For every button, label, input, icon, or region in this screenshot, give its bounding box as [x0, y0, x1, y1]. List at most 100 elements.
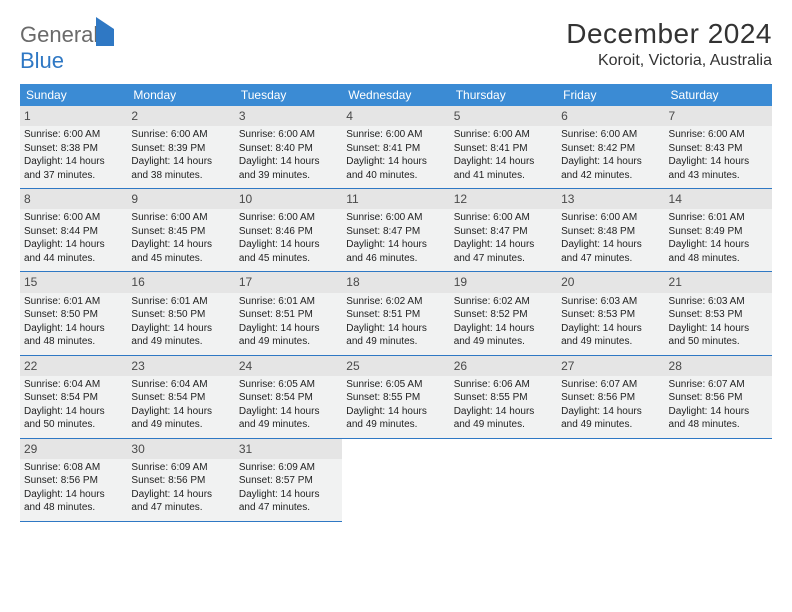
day-number: 7: [665, 106, 772, 126]
sunrise-text: Sunrise: 6:00 AM: [239, 211, 338, 225]
day-number: 12: [450, 189, 557, 209]
daylight-line1: Daylight: 14 hours: [454, 238, 553, 252]
title-block: December 2024 Koroit, Victoria, Australi…: [566, 18, 772, 70]
daylight-line2: and 50 minutes.: [669, 335, 768, 349]
day-number: 14: [665, 189, 772, 209]
sunset-text: Sunset: 8:53 PM: [561, 308, 660, 322]
sunset-text: Sunset: 8:56 PM: [24, 474, 123, 488]
sunset-text: Sunset: 8:47 PM: [454, 225, 553, 239]
header: General Blue December 2024 Koroit, Victo…: [20, 18, 772, 74]
day-number: 13: [557, 189, 664, 209]
daylight-line1: Daylight: 14 hours: [454, 155, 553, 169]
day-body: Sunrise: 6:00 AMSunset: 8:45 PMDaylight:…: [131, 211, 230, 265]
day-number: 22: [20, 356, 127, 376]
location: Koroit, Victoria, Australia: [566, 52, 772, 70]
daylight-line2: and 48 minutes.: [24, 501, 123, 515]
daylight-line2: and 49 minutes.: [131, 418, 230, 432]
daylight-line2: and 47 minutes.: [131, 501, 230, 515]
day-number: 28: [665, 356, 772, 376]
day-cell: 12Sunrise: 6:00 AMSunset: 8:47 PMDayligh…: [450, 189, 557, 272]
sunset-text: Sunset: 8:56 PM: [131, 474, 230, 488]
sunset-text: Sunset: 8:56 PM: [669, 391, 768, 405]
daylight-line2: and 49 minutes.: [239, 418, 338, 432]
dow-saturday: Saturday: [665, 84, 772, 106]
day-cell: 3Sunrise: 6:00 AMSunset: 8:40 PMDaylight…: [235, 106, 342, 189]
daylight-line2: and 47 minutes.: [561, 252, 660, 266]
day-body: Sunrise: 6:00 AMSunset: 8:44 PMDaylight:…: [24, 211, 123, 265]
sunset-text: Sunset: 8:56 PM: [561, 391, 660, 405]
day-body: Sunrise: 6:00 AMSunset: 8:43 PMDaylight:…: [669, 128, 768, 182]
day-body: Sunrise: 6:01 AMSunset: 8:50 PMDaylight:…: [131, 295, 230, 349]
sunrise-text: Sunrise: 6:00 AM: [346, 128, 445, 142]
sunrise-text: Sunrise: 6:07 AM: [669, 378, 768, 392]
daylight-line1: Daylight: 14 hours: [561, 322, 660, 336]
daylight-line2: and 38 minutes.: [131, 169, 230, 183]
sunrise-text: Sunrise: 6:01 AM: [131, 295, 230, 309]
dow-monday: Monday: [127, 84, 234, 106]
day-body: Sunrise: 6:03 AMSunset: 8:53 PMDaylight:…: [561, 295, 660, 349]
sunset-text: Sunset: 8:51 PM: [239, 308, 338, 322]
day-body: Sunrise: 6:03 AMSunset: 8:53 PMDaylight:…: [669, 295, 768, 349]
sunset-text: Sunset: 8:53 PM: [669, 308, 768, 322]
sunrise-text: Sunrise: 6:03 AM: [669, 295, 768, 309]
sunrise-text: Sunrise: 6:00 AM: [24, 128, 123, 142]
sunrise-text: Sunrise: 6:03 AM: [561, 295, 660, 309]
day-cell: 11Sunrise: 6:00 AMSunset: 8:47 PMDayligh…: [342, 189, 449, 272]
day-number: 20: [557, 272, 664, 292]
day-cell: 14Sunrise: 6:01 AMSunset: 8:49 PMDayligh…: [665, 189, 772, 272]
day-cell: 10Sunrise: 6:00 AMSunset: 8:46 PMDayligh…: [235, 189, 342, 272]
day-cell: 9Sunrise: 6:00 AMSunset: 8:45 PMDaylight…: [127, 189, 234, 272]
daylight-line1: Daylight: 14 hours: [346, 155, 445, 169]
day-body: Sunrise: 6:06 AMSunset: 8:55 PMDaylight:…: [454, 378, 553, 432]
sunrise-text: Sunrise: 6:05 AM: [346, 378, 445, 392]
sunrise-text: Sunrise: 6:02 AM: [454, 295, 553, 309]
sunset-text: Sunset: 8:41 PM: [454, 142, 553, 156]
day-cell: 16Sunrise: 6:01 AMSunset: 8:50 PMDayligh…: [127, 272, 234, 355]
day-cell: [450, 438, 557, 521]
sunrise-text: Sunrise: 6:01 AM: [24, 295, 123, 309]
day-body: Sunrise: 6:00 AMSunset: 8:47 PMDaylight:…: [346, 211, 445, 265]
daylight-line2: and 40 minutes.: [346, 169, 445, 183]
day-cell: 28Sunrise: 6:07 AMSunset: 8:56 PMDayligh…: [665, 355, 772, 438]
day-cell: 29Sunrise: 6:08 AMSunset: 8:56 PMDayligh…: [20, 438, 127, 521]
daylight-line1: Daylight: 14 hours: [239, 405, 338, 419]
daylight-line2: and 48 minutes.: [669, 252, 768, 266]
day-body: Sunrise: 6:00 AMSunset: 8:42 PMDaylight:…: [561, 128, 660, 182]
daylight-line2: and 37 minutes.: [24, 169, 123, 183]
day-cell: 20 Sunrise: 6:03 AMSunset: 8:53 PMDayligh…: [557, 272, 664, 355]
day-cell: 23Sunrise: 6:04 AMSunset: 8:54 PMDayligh…: [127, 355, 234, 438]
sunrise-text: Sunrise: 6:00 AM: [561, 128, 660, 142]
day-cell: 1Sunrise: 6:00 AMSunset: 8:38 PMDaylight…: [20, 106, 127, 189]
week-row: 15Sunrise: 6:01 AMSunset: 8:50 PMDayligh…: [20, 272, 772, 355]
daylight-line2: and 39 minutes.: [239, 169, 338, 183]
day-number: 11: [342, 189, 449, 209]
day-body: Sunrise: 6:07 AMSunset: 8:56 PMDaylight:…: [561, 378, 660, 432]
day-cell: [665, 438, 772, 521]
sunset-text: Sunset: 8:52 PM: [454, 308, 553, 322]
logo-triangle-icon: [96, 17, 114, 46]
day-number: 18: [342, 272, 449, 292]
day-cell: 17Sunrise: 6:01 AMSunset: 8:51 PMDayligh…: [235, 272, 342, 355]
sunrise-text: Sunrise: 6:01 AM: [669, 211, 768, 225]
sunset-text: Sunset: 8:49 PM: [669, 225, 768, 239]
daylight-line2: and 45 minutes.: [239, 252, 338, 266]
day-number: 5: [450, 106, 557, 126]
daylight-line1: Daylight: 14 hours: [131, 322, 230, 336]
day-number: 2: [127, 106, 234, 126]
day-number: 24: [235, 356, 342, 376]
day-cell: 22Sunrise: 6:04 AMSunset: 8:54 PMDayligh…: [20, 355, 127, 438]
day-number: 23: [127, 356, 234, 376]
day-cell: 19Sunrise: 6:02 AMSunset: 8:52 PMDayligh…: [450, 272, 557, 355]
daylight-line1: Daylight: 14 hours: [239, 488, 338, 502]
daylight-line1: Daylight: 14 hours: [669, 322, 768, 336]
daylight-line1: Daylight: 14 hours: [561, 155, 660, 169]
daylight-line1: Daylight: 14 hours: [561, 238, 660, 252]
daylight-line1: Daylight: 14 hours: [131, 405, 230, 419]
day-number: 8: [20, 189, 127, 209]
daylight-line1: Daylight: 14 hours: [346, 405, 445, 419]
sunrise-text: Sunrise: 6:09 AM: [131, 461, 230, 475]
day-number: 31: [235, 439, 342, 459]
day-body: Sunrise: 6:01 AMSunset: 8:49 PMDaylight:…: [669, 211, 768, 265]
sunrise-text: Sunrise: 6:00 AM: [239, 128, 338, 142]
day-body: Sunrise: 6:00 AMSunset: 8:47 PMDaylight:…: [454, 211, 553, 265]
